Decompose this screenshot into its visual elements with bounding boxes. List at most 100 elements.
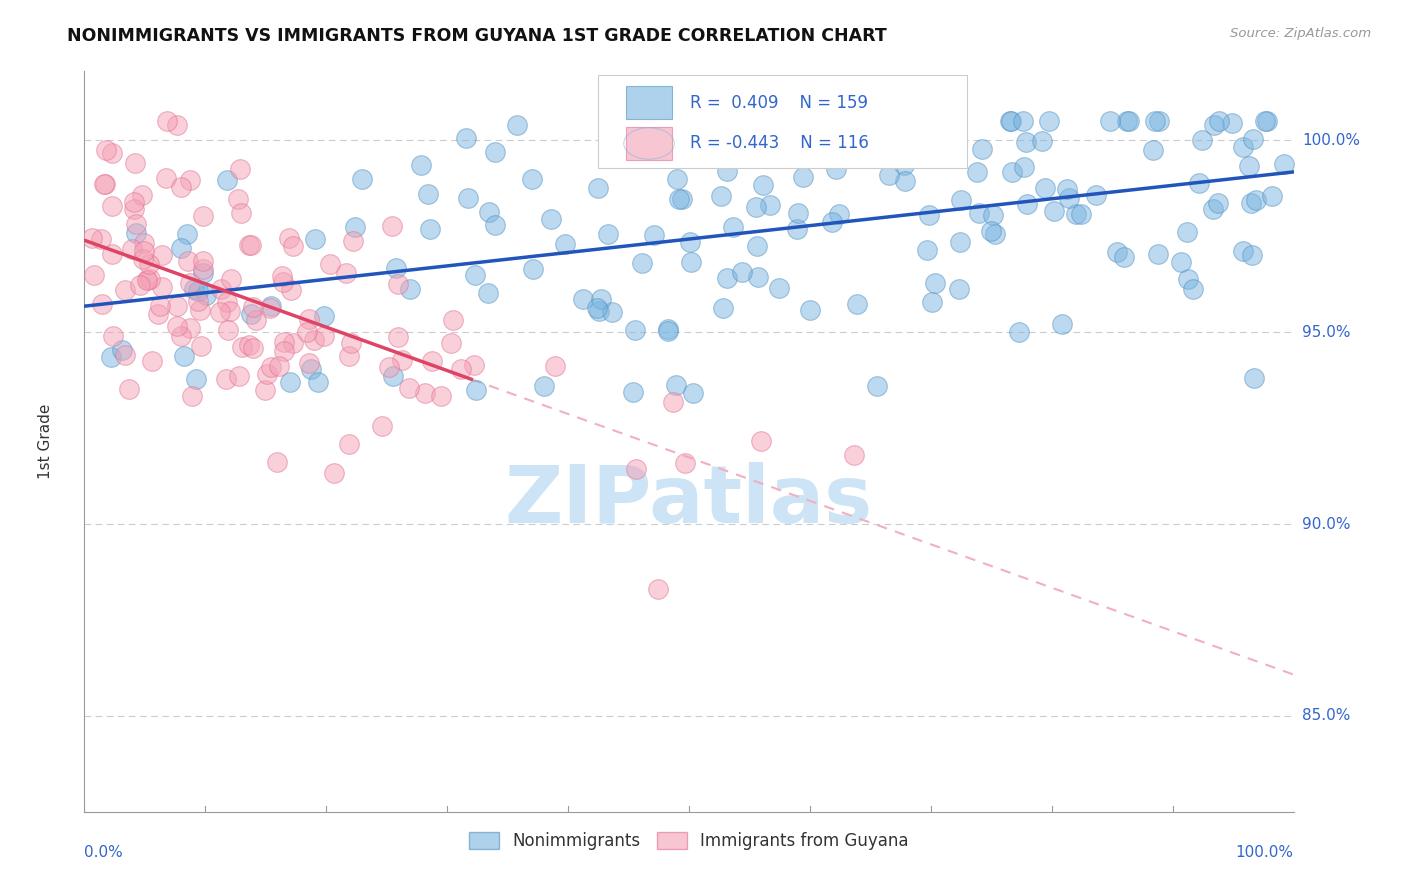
- Point: [278, 230, 301, 244]
- Point: [132, 252, 155, 266]
- Point: [1017, 197, 1039, 211]
- Point: [226, 192, 249, 206]
- FancyBboxPatch shape: [626, 127, 672, 161]
- Point: [457, 191, 479, 205]
- Point: [678, 138, 700, 153]
- Point: [711, 301, 734, 315]
- Point: [484, 219, 506, 233]
- Point: [229, 206, 252, 220]
- Point: [1208, 114, 1230, 128]
- Point: [520, 172, 543, 186]
- Point: [932, 114, 955, 128]
- Point: [295, 326, 318, 340]
- Point: [671, 192, 693, 206]
- Point: [1147, 247, 1170, 261]
- Point: [132, 244, 155, 258]
- Point: [93, 177, 115, 191]
- Point: [849, 145, 872, 159]
- Point: [554, 237, 576, 252]
- Point: [441, 313, 464, 327]
- Point: [1244, 194, 1267, 208]
- Point: [219, 271, 242, 285]
- Point: [381, 369, 404, 384]
- Point: [948, 282, 970, 296]
- Point: [1066, 207, 1088, 221]
- Point: [621, 384, 644, 399]
- Point: [1059, 191, 1081, 205]
- Point: [1232, 244, 1254, 259]
- Point: [1107, 244, 1129, 259]
- Point: [1232, 140, 1254, 154]
- Point: [463, 358, 485, 372]
- FancyBboxPatch shape: [626, 86, 672, 120]
- Point: [302, 334, 325, 348]
- Point: [768, 281, 790, 295]
- Point: [191, 267, 214, 281]
- Point: [967, 205, 990, 219]
- Point: [787, 206, 810, 220]
- Point: [387, 330, 409, 344]
- Point: [747, 269, 769, 284]
- Point: [1260, 189, 1282, 203]
- Point: [477, 285, 499, 300]
- Point: [283, 239, 305, 253]
- Point: [271, 268, 294, 283]
- Point: [716, 270, 738, 285]
- Point: [1241, 132, 1264, 146]
- Point: [1256, 114, 1278, 128]
- Point: [970, 142, 993, 156]
- Point: [229, 161, 252, 176]
- Point: [183, 282, 205, 296]
- Point: [752, 178, 775, 192]
- Point: [190, 339, 212, 353]
- Point: [1000, 114, 1022, 128]
- Text: 100.0%: 100.0%: [1302, 133, 1360, 148]
- Point: [122, 202, 145, 216]
- Point: [387, 277, 409, 292]
- Point: [179, 173, 201, 187]
- Point: [298, 356, 321, 370]
- Point: [1206, 196, 1229, 211]
- Point: [170, 179, 193, 194]
- Point: [114, 283, 136, 297]
- Point: [209, 282, 232, 296]
- Point: [259, 301, 281, 315]
- Point: [391, 353, 413, 368]
- Point: [186, 371, 208, 385]
- Point: [139, 272, 162, 286]
- Point: [267, 359, 290, 374]
- Point: [543, 359, 565, 373]
- Point: [1031, 134, 1053, 148]
- Point: [1116, 114, 1139, 128]
- Point: [585, 301, 607, 315]
- Point: [1177, 271, 1199, 285]
- Point: [877, 168, 900, 182]
- Point: [181, 389, 204, 403]
- Point: [1202, 118, 1225, 132]
- Point: [238, 337, 260, 351]
- Point: [1118, 114, 1140, 128]
- Point: [150, 248, 173, 262]
- Point: [893, 158, 915, 172]
- Point: [679, 254, 702, 268]
- Point: [1147, 114, 1170, 128]
- Point: [215, 372, 238, 386]
- Point: [122, 195, 145, 210]
- Point: [624, 461, 647, 475]
- Point: [668, 192, 690, 206]
- Text: Source: ZipAtlas.com: Source: ZipAtlas.com: [1230, 27, 1371, 40]
- Point: [709, 189, 731, 203]
- Point: [1014, 160, 1036, 174]
- Point: [1170, 255, 1192, 269]
- Point: [128, 277, 150, 292]
- Point: [273, 343, 295, 358]
- Point: [101, 329, 124, 343]
- Point: [254, 383, 277, 397]
- Point: [478, 204, 501, 219]
- Point: [623, 323, 645, 337]
- Point: [673, 456, 696, 470]
- Point: [1240, 248, 1263, 262]
- Point: [894, 174, 917, 188]
- Point: [307, 375, 329, 389]
- Point: [217, 173, 239, 187]
